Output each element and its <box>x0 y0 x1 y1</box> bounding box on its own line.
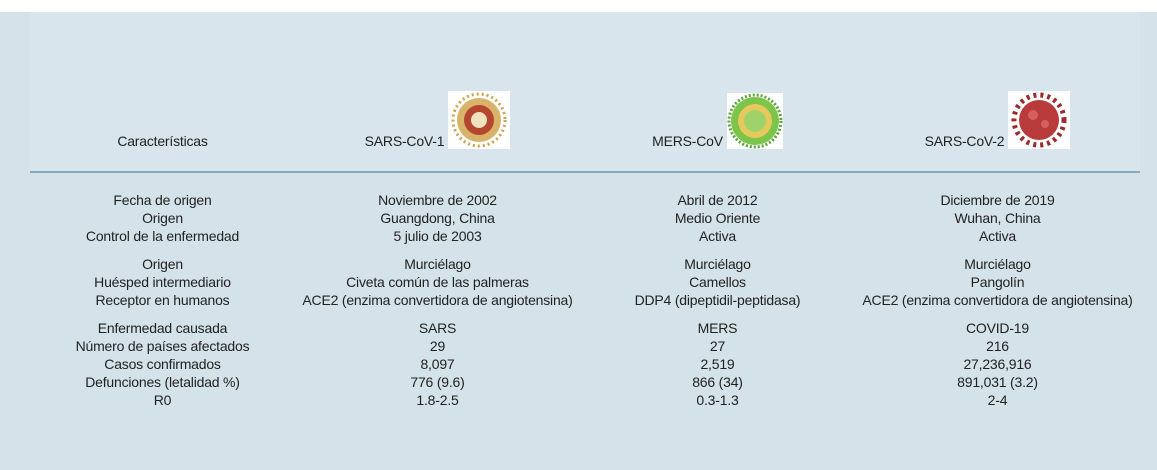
table-cell: ACE2 (enzima convertidora de angiotensin… <box>295 291 580 309</box>
table-cell: 866 (34) <box>580 373 855 391</box>
table-cell: Civeta común de las palmeras <box>295 273 580 291</box>
table-cell: Wuhan, China <box>855 209 1140 227</box>
header-text: Características <box>117 133 207 149</box>
table-cell: 8,097 <box>295 355 580 373</box>
row-label: Origen <box>30 245 295 273</box>
table-cell: Pangolín <box>855 273 1140 291</box>
row-label: Enfermedad causada <box>30 309 295 337</box>
table-cell: 216 <box>855 337 1140 355</box>
row-label: Huésped intermediario <box>30 273 295 291</box>
row-label: R0 <box>30 391 295 409</box>
table-cell: 891,031 (3.2) <box>855 373 1140 391</box>
table-cell: 5 julio de 2003 <box>295 227 580 245</box>
table-cell: SARS <box>295 309 580 337</box>
table-cell: MERS <box>580 309 855 337</box>
row-label: Casos confirmados <box>30 355 295 373</box>
table-cell: 2-4 <box>855 391 1140 409</box>
header-cell: SARS-CoV-1 <box>295 12 580 172</box>
table-cell: ACE2 (enzima convertidora de angiotensin… <box>855 291 1140 309</box>
table-cell: 2,519 <box>580 355 855 373</box>
table-cell: 27,236,916 <box>855 355 1140 373</box>
table-cell: Murciélago <box>855 245 1140 273</box>
row-label: Defunciones (letalidad %) <box>30 373 295 391</box>
table-cell: 1.8-2.5 <box>295 391 580 409</box>
row-label: Número de países afectados <box>30 337 295 355</box>
table-cell: Murciélago <box>580 245 855 273</box>
row-label: Fecha de origen <box>30 172 295 209</box>
header-cell: MERS-CoV <box>580 12 855 172</box>
table-cell: Activa <box>855 227 1140 245</box>
table-cell: Medio Oriente <box>580 209 855 227</box>
table-cell: Guangdong, China <box>295 209 580 227</box>
header-row: Características SARS-CoV-1 MERS-CoV SARS… <box>30 12 1140 172</box>
virus-icon <box>448 91 510 149</box>
table-cell: 0.3-1.3 <box>580 391 855 409</box>
table-cell: Diciembre de 2019 <box>855 172 1140 209</box>
table-cell: Camellos <box>580 273 855 291</box>
virus-icon <box>727 93 783 149</box>
header-cell: Características <box>30 12 295 172</box>
table-panel: Características SARS-CoV-1 MERS-CoV SARS… <box>0 12 1157 470</box>
table-cell: 27 <box>580 337 855 355</box>
comparison-table: Características SARS-CoV-1 MERS-CoV SARS… <box>30 12 1140 409</box>
table-row: Defunciones (letalidad %)776 (9.6)866 (3… <box>30 373 1140 391</box>
header-cell: SARS-CoV-2 <box>855 12 1140 172</box>
row-label: Origen <box>30 209 295 227</box>
header-text: SARS-CoV-1 <box>365 133 445 149</box>
table-cell: 29 <box>295 337 580 355</box>
row-label: Control de la enfermedad <box>30 227 295 245</box>
header-text: SARS-CoV-2 <box>925 133 1005 149</box>
header-text: MERS-CoV <box>652 133 723 149</box>
table-cell: 776 (9.6) <box>295 373 580 391</box>
table-cell: COVID-19 <box>855 309 1140 337</box>
table-cell: Noviembre de 2002 <box>295 172 580 209</box>
table-cell: Activa <box>580 227 855 245</box>
table-cell: DDP4 (dipeptidil-peptidasa) <box>580 291 855 309</box>
virus-icon <box>1008 91 1070 149</box>
table-cell: Abril de 2012 <box>580 172 855 209</box>
table-cell: Murciélago <box>295 245 580 273</box>
row-label: Receptor en humanos <box>30 291 295 309</box>
